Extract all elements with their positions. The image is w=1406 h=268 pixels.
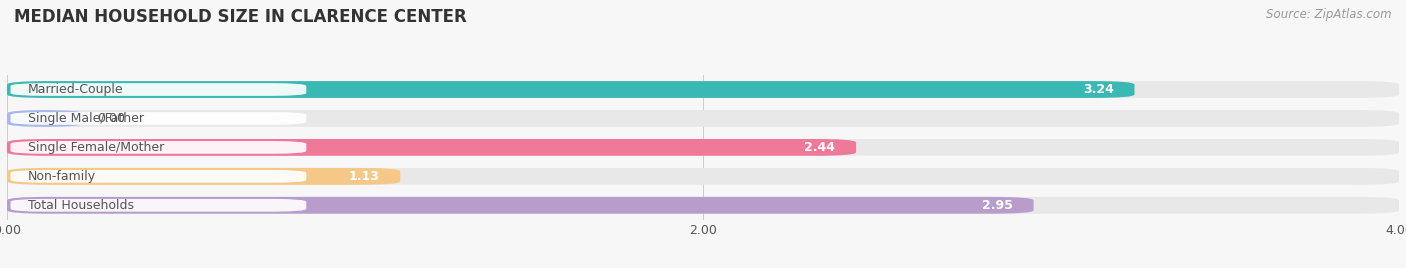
Text: Source: ZipAtlas.com: Source: ZipAtlas.com [1267, 8, 1392, 21]
Text: Single Female/Mother: Single Female/Mother [28, 141, 165, 154]
Text: Single Male/Father: Single Male/Father [28, 112, 143, 125]
FancyBboxPatch shape [7, 197, 1399, 214]
FancyBboxPatch shape [7, 139, 1399, 156]
Text: Non-family: Non-family [28, 170, 96, 183]
Text: Married-Couple: Married-Couple [28, 83, 124, 96]
Text: 2.95: 2.95 [981, 199, 1012, 212]
Text: 3.24: 3.24 [1083, 83, 1114, 96]
FancyBboxPatch shape [7, 168, 401, 185]
FancyBboxPatch shape [10, 199, 307, 212]
Text: Total Households: Total Households [28, 199, 134, 212]
Text: MEDIAN HOUSEHOLD SIZE IN CLARENCE CENTER: MEDIAN HOUSEHOLD SIZE IN CLARENCE CENTER [14, 8, 467, 26]
FancyBboxPatch shape [7, 81, 1399, 98]
FancyBboxPatch shape [7, 139, 856, 156]
FancyBboxPatch shape [7, 110, 83, 127]
FancyBboxPatch shape [10, 112, 307, 125]
FancyBboxPatch shape [10, 83, 307, 96]
FancyBboxPatch shape [10, 141, 307, 154]
FancyBboxPatch shape [7, 110, 1399, 127]
FancyBboxPatch shape [7, 81, 1135, 98]
FancyBboxPatch shape [10, 170, 307, 183]
FancyBboxPatch shape [7, 197, 1033, 214]
FancyBboxPatch shape [7, 168, 1399, 185]
Text: 0.00: 0.00 [97, 112, 125, 125]
Text: 2.44: 2.44 [804, 141, 835, 154]
Text: 1.13: 1.13 [349, 170, 380, 183]
